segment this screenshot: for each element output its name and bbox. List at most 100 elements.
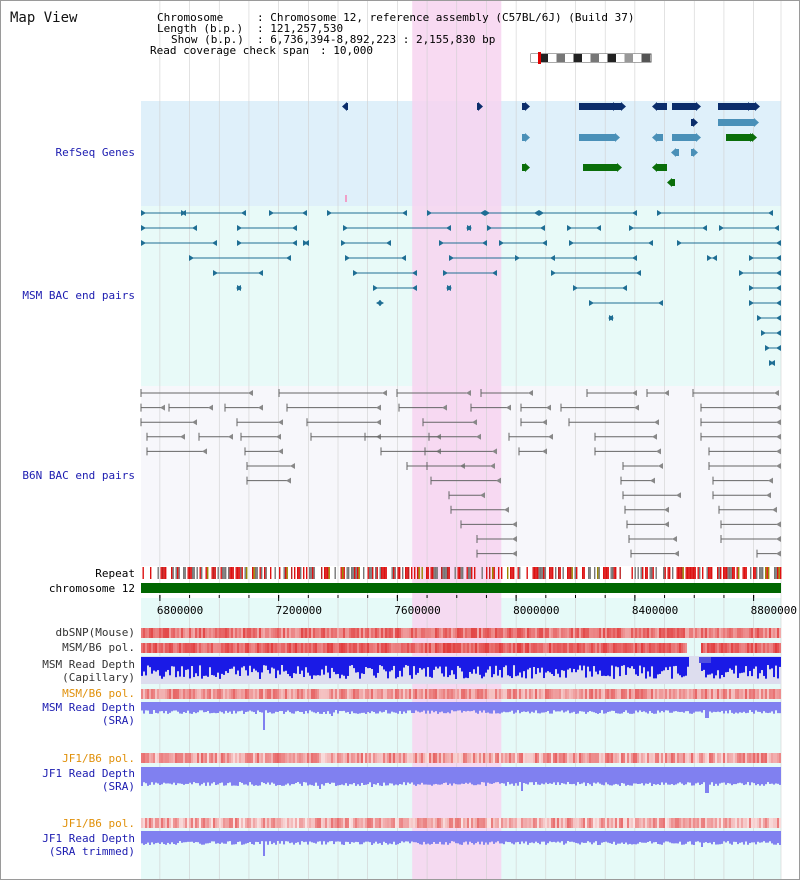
msm-bac-end[interactable]: [749, 300, 754, 306]
b6n-bac-end[interactable]: [512, 536, 517, 542]
refseq-gene-arrow[interactable]: [693, 118, 698, 127]
refseq-gene[interactable]: [749, 103, 755, 110]
refseq-gene[interactable]: [691, 119, 693, 126]
msm-bac-end[interactable]: [608, 315, 613, 321]
msm-bac-end[interactable]: [499, 240, 504, 246]
b6n-bac-end[interactable]: [632, 390, 637, 396]
refseq-gene[interactable]: [579, 134, 615, 141]
b6n-bac-end[interactable]: [480, 492, 485, 499]
track-label-refseq[interactable]: RefSeq Genes: [55, 146, 135, 159]
b6n-bac-end[interactable]: [382, 390, 387, 396]
msm-bac-end[interactable]: [412, 285, 417, 291]
msm-bac-end[interactable]: [569, 240, 574, 246]
msm-bac-end[interactable]: [386, 240, 391, 246]
track-label-msm-bac[interactable]: MSM BAC end pairs: [22, 289, 135, 302]
b6n-bac-end[interactable]: [490, 463, 495, 469]
refseq-gene-arrow[interactable]: [525, 163, 530, 172]
b6n-bac-end[interactable]: [768, 477, 773, 484]
msm-bac-end[interactable]: [648, 240, 653, 246]
b6n-bac-end[interactable]: [766, 492, 771, 499]
refseq-gene-arrow[interactable]: [652, 163, 657, 172]
refseq-gene[interactable]: [718, 119, 754, 126]
msm-bac-end[interactable]: [482, 240, 487, 246]
msm-bac-end[interactable]: [401, 255, 406, 261]
msm-bac-end[interactable]: [292, 240, 297, 246]
b6n-bac-end[interactable]: [772, 506, 777, 513]
msm-bac-end[interactable]: [707, 255, 712, 261]
b6n-bac-end[interactable]: [774, 390, 779, 396]
refseq-gene[interactable]: [522, 103, 525, 110]
b6n-bac-end[interactable]: [492, 448, 497, 455]
msm-bac-end[interactable]: [343, 225, 348, 231]
msm-bac-end[interactable]: [212, 240, 217, 246]
refseq-gene[interactable]: [657, 134, 663, 141]
refseq-gene-arrow[interactable]: [621, 102, 626, 111]
b6n-bac-end[interactable]: [286, 477, 291, 484]
refseq-gene-arrow[interactable]: [752, 133, 757, 142]
msm-bac-end[interactable]: [515, 255, 520, 261]
refseq-gene-arrow[interactable]: [754, 118, 759, 127]
msm-bac-end[interactable]: [341, 240, 346, 246]
msm-bac-end[interactable]: [446, 285, 451, 291]
refseq-gene-arrow[interactable]: [652, 133, 657, 142]
b6n-bac-end[interactable]: [528, 390, 533, 396]
msm-bac-end[interactable]: [192, 225, 197, 231]
msm-bac-end[interactable]: [596, 225, 601, 231]
refseq-gene[interactable]: [718, 103, 748, 110]
msm-bac-end[interactable]: [540, 225, 545, 231]
msm-bac-end[interactable]: [353, 270, 358, 276]
b6n-bac-end[interactable]: [496, 477, 501, 484]
msm-bac-end[interactable]: [776, 315, 781, 321]
refseq-gene-arrow[interactable]: [525, 102, 530, 111]
msm-bac-end[interactable]: [761, 330, 766, 336]
refseq-gene-arrow[interactable]: [671, 148, 676, 157]
msm-bac-end[interactable]: [534, 210, 539, 216]
b6n-bac-end[interactable]: [290, 463, 295, 469]
b6n-bac-end[interactable]: [546, 404, 551, 411]
msm-bac-end[interactable]: [412, 270, 417, 276]
b6n-bac-end[interactable]: [506, 404, 511, 411]
track-label-b6n-bac[interactable]: B6N BAC end pairs: [22, 469, 135, 482]
refseq-gene-arrow[interactable]: [478, 102, 483, 111]
refseq-gene[interactable]: [746, 134, 752, 141]
msm-bac-end[interactable]: [327, 210, 332, 216]
msm-bac-end[interactable]: [376, 300, 381, 306]
msm-bac-end[interactable]: [567, 225, 572, 231]
msm-bac-end[interactable]: [485, 210, 490, 216]
b6n-bac-end[interactable]: [542, 448, 547, 455]
msm-bac-end[interactable]: [292, 225, 297, 231]
refseq-gene-arrow[interactable]: [617, 163, 622, 172]
msm-bac-end[interactable]: [776, 330, 781, 336]
msm-bac-end[interactable]: [492, 270, 497, 276]
refseq-gene-arrow[interactable]: [652, 102, 657, 111]
msm-bac-end[interactable]: [181, 210, 186, 216]
msm-bac-end[interactable]: [702, 225, 707, 231]
b6n-bac-end[interactable]: [258, 404, 263, 411]
msm-bac-end[interactable]: [749, 255, 754, 261]
msm-bac-end[interactable]: [757, 315, 762, 321]
msm-bac-end[interactable]: [573, 285, 578, 291]
chromosome-bar[interactable]: [141, 583, 781, 593]
msm-bac-end[interactable]: [237, 240, 242, 246]
b6n-bac-end[interactable]: [512, 521, 517, 528]
msm-bac-end[interactable]: [258, 270, 263, 276]
msm-bac-end[interactable]: [636, 270, 641, 276]
b6n-bac-end[interactable]: [672, 536, 677, 542]
msm-bac-end[interactable]: [542, 240, 547, 246]
refseq-gene[interactable]: [583, 164, 617, 171]
b6n-bac-end[interactable]: [776, 404, 781, 411]
refseq-gene-arrow[interactable]: [615, 133, 620, 142]
msm-bac-end[interactable]: [345, 255, 350, 261]
msm-bac-end[interactable]: [427, 210, 432, 216]
msm-bac-end[interactable]: [629, 225, 634, 231]
b6n-bac-end[interactable]: [776, 448, 781, 455]
b6n-bac-end[interactable]: [664, 390, 669, 396]
b6n-bac-end[interactable]: [228, 433, 233, 440]
msm-bac-end[interactable]: [443, 270, 448, 276]
msm-bac-end[interactable]: [768, 210, 773, 216]
msm-bac-end[interactable]: [776, 345, 781, 351]
b6n-bac-end[interactable]: [376, 419, 381, 426]
msm-bac-end[interactable]: [373, 285, 378, 291]
